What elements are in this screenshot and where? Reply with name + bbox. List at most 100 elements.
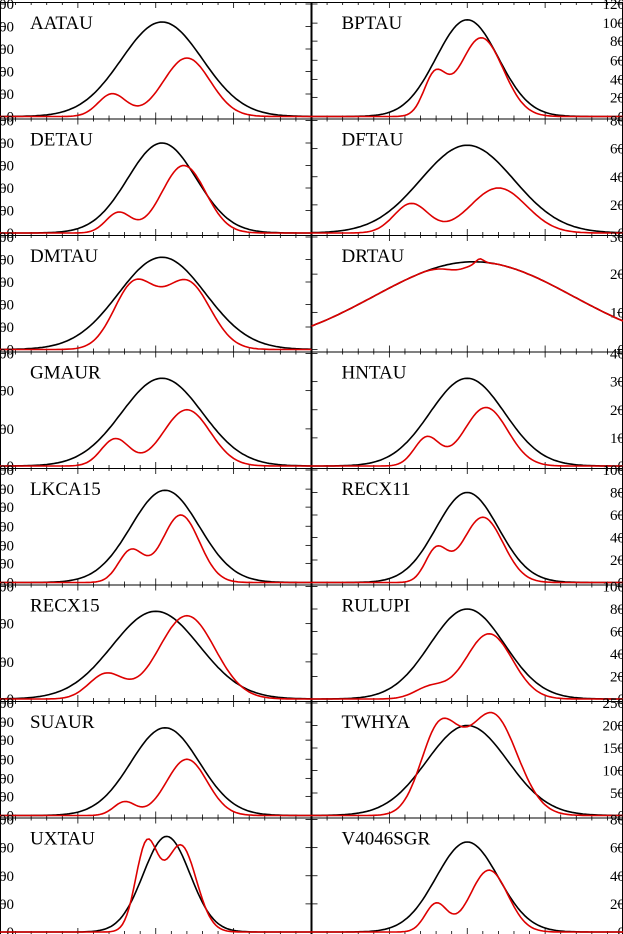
panel-gmaur-series-black xyxy=(0,377,312,467)
panel-bptau-series-black xyxy=(311,18,623,118)
panel-hntau-y-tick-label: 30 xyxy=(610,375,623,391)
panel-detau-y-tick-label: 0 xyxy=(7,226,15,242)
panel-lkca15-y-tick-label: 00 xyxy=(0,519,14,535)
panel-uxtau-y-tick-label: 00 xyxy=(0,841,14,857)
panel-dmtau-y-tick-label: 00 xyxy=(0,230,14,246)
panel-v4046sgr-y-tick-label: 80 xyxy=(610,813,623,829)
panel-recx15-y-tick-label: 00 xyxy=(0,655,14,671)
panel-hntau-y-tick-label: 40 xyxy=(610,347,623,363)
panel-suaur-series-red xyxy=(0,758,312,817)
panel-drtau-title: DRTAU xyxy=(342,246,405,267)
panel-recx15-y-tick-label: 00 xyxy=(0,580,14,596)
panel-twhya-series-red xyxy=(311,711,623,817)
panel-suaur-y-tick-label: 00 xyxy=(0,696,14,712)
panel-recx11-y-tick-label: 100 xyxy=(603,463,623,479)
panel-bptau-title: BPTAU xyxy=(342,13,403,34)
panel-aatau-title: AATAU xyxy=(30,13,93,34)
panel-gmaur-y-tick-label: 00 xyxy=(0,422,14,438)
panel-uxtau-y-tick-label: 0 xyxy=(7,925,15,934)
panel-recx15-y-tick-label: 0 xyxy=(7,692,15,708)
panel-recx11-y-tick-label: 40 xyxy=(610,531,623,547)
panel-aatau-y-tick-label: 00 xyxy=(0,0,14,13)
panel-dftau-series-red xyxy=(311,187,623,234)
panel-bptau-y-tick-label: 20 xyxy=(610,90,623,106)
panel-drtau-y-tick-label: 20 xyxy=(610,267,623,283)
panel-twhya-title: TWHYA xyxy=(342,712,411,733)
panel-dftau-y-tick-label: 0 xyxy=(618,226,623,242)
panel-detau-y-tick-label: 00 xyxy=(0,114,14,130)
panel-detau-y-tick-label: 00 xyxy=(0,204,14,220)
panel-twhya-y-tick-label: 250 xyxy=(603,696,623,712)
panel-lkca15-y-tick-label: 00 xyxy=(0,538,14,554)
panel-uxtau-title: UXTAU xyxy=(30,829,95,850)
panel-aatau-y-tick-label: 00 xyxy=(0,20,14,36)
panel-lkca15-series-black xyxy=(0,489,312,584)
panel-detau-y-tick-label: 00 xyxy=(0,159,14,175)
panel-recx15-series-black xyxy=(0,610,312,700)
panel-hntau-series-black xyxy=(311,377,623,467)
panel-rulupi-y-tick-label: 60 xyxy=(610,625,623,641)
panel-v4046sgr-series-red xyxy=(311,869,623,933)
panel-bptau-y-tick-label: 60 xyxy=(610,53,623,69)
panel-dmtau-y-tick-label: 00 xyxy=(0,253,14,269)
panel-suaur-y-tick-label: 00 xyxy=(0,789,14,805)
panel-dftau-y-tick-label: 80 xyxy=(610,114,623,130)
panel-v4046sgr-title: V4046SGR xyxy=(342,829,431,850)
panel-detau-y-tick-label: 00 xyxy=(0,136,14,152)
panel-bptau-y-tick-label: 120 xyxy=(603,0,623,13)
panel-lkca15-y-tick-label: 0 xyxy=(7,576,15,592)
panel-suaur-y-tick-label: 0 xyxy=(7,809,15,825)
panel-twhya-y-tick-label: 150 xyxy=(603,741,623,757)
panel-detau-title: DETAU xyxy=(30,130,93,151)
panel-twhya-y-tick-label: 50 xyxy=(610,786,623,802)
panel-gmaur-y-tick-label: 00 xyxy=(0,347,14,363)
panel-recx11-y-tick-label: 80 xyxy=(610,486,623,502)
panel-dmtau-title: DMTAU xyxy=(30,246,98,267)
panel-suaur-y-tick-label: 00 xyxy=(0,771,14,787)
panel-hntau-y-tick-label: 10 xyxy=(610,431,623,447)
panel-gmaur-y-tick-label: 0 xyxy=(7,459,15,475)
panel-lkca15-series-red xyxy=(0,514,312,584)
panel-bptau-series-red xyxy=(311,36,623,118)
panel-recx11-series-black xyxy=(311,491,623,584)
panel-v4046sgr-series-black xyxy=(311,841,623,933)
panel-gmaur-y-tick-label: 00 xyxy=(0,384,14,400)
panel-bptau-y-tick-label: 40 xyxy=(610,72,623,88)
panel-rulupi-title: RULUPI xyxy=(342,596,411,617)
panel-aatau-y-tick-label: 00 xyxy=(0,65,14,81)
panel-suaur-y-tick-label: 00 xyxy=(0,733,14,749)
panel-uxtau-y-tick-label: 00 xyxy=(0,897,14,913)
panel-drtau-series-red xyxy=(311,258,623,327)
panel-hntau-y-tick-label: 20 xyxy=(610,403,623,419)
panel-recx15-y-tick-label: 00 xyxy=(0,617,14,633)
panel-recx11-y-tick-label: 20 xyxy=(610,553,623,569)
panel-bptau-y-tick-label: 100 xyxy=(603,16,623,32)
panel-dftau-y-tick-label: 60 xyxy=(610,142,623,158)
panel-twhya-y-tick-label: 200 xyxy=(603,719,623,735)
panel-drtau-y-tick-label: 30 xyxy=(610,230,623,246)
panel-v4046sgr-y-tick-label: 60 xyxy=(610,841,623,857)
panel-gmaur-series-red xyxy=(0,408,312,467)
panel-drtau-series-black xyxy=(311,260,623,327)
panel-lkca15-y-tick-label: 00 xyxy=(0,482,14,498)
panel-rulupi-y-tick-label: 40 xyxy=(610,647,623,663)
panel-dftau-y-tick-label: 20 xyxy=(610,198,623,214)
panel-aatau-series-black xyxy=(0,21,312,118)
panel-v4046sgr-y-tick-label: 20 xyxy=(610,897,623,913)
panel-drtau-y-tick-label: 0 xyxy=(618,343,623,359)
panel-uxtau-series-red xyxy=(0,838,312,933)
panel-detau-series-black xyxy=(0,142,312,234)
panel-rulupi-series-black xyxy=(311,608,623,700)
panel-lkca15-y-tick-label: 00 xyxy=(0,556,14,572)
panel-dmtau-y-tick-label: 0 xyxy=(7,343,15,359)
panel-dftau-y-tick-label: 40 xyxy=(610,170,623,186)
panel-recx15-title: RECX15 xyxy=(30,596,100,617)
panel-lkca15-y-tick-label: 00 xyxy=(0,500,14,516)
panel-twhya-y-tick-label: 100 xyxy=(603,764,623,780)
panel-recx11-series-red xyxy=(311,516,623,584)
panel-gmaur-title: GMAUR xyxy=(30,363,101,384)
panel-twhya-series-black xyxy=(311,724,623,817)
panel-aatau-y-tick-label: 0 xyxy=(7,110,15,126)
panel-dmtau-y-tick-label: 00 xyxy=(0,275,14,291)
